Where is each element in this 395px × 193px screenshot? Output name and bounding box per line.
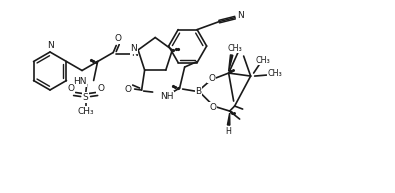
Text: CH₃: CH₃ [255,56,270,65]
Text: O: O [124,85,131,94]
Text: N: N [237,11,243,20]
Text: S: S [83,93,88,102]
Text: O: O [208,74,215,83]
Text: O: O [115,34,122,43]
Text: H: H [226,127,231,135]
Text: O: O [209,102,216,112]
Polygon shape [228,113,230,125]
Text: O: O [97,84,104,93]
Polygon shape [229,55,233,71]
Text: CH₃: CH₃ [267,69,282,78]
Text: HN: HN [73,77,87,86]
Text: N: N [130,44,137,53]
Text: NH: NH [160,91,173,101]
Text: CH₃: CH₃ [77,107,94,116]
Text: N: N [47,41,53,50]
Text: N: N [131,49,137,58]
Text: B: B [196,87,202,96]
Text: O: O [67,84,74,93]
Text: CH₃: CH₃ [227,44,242,52]
